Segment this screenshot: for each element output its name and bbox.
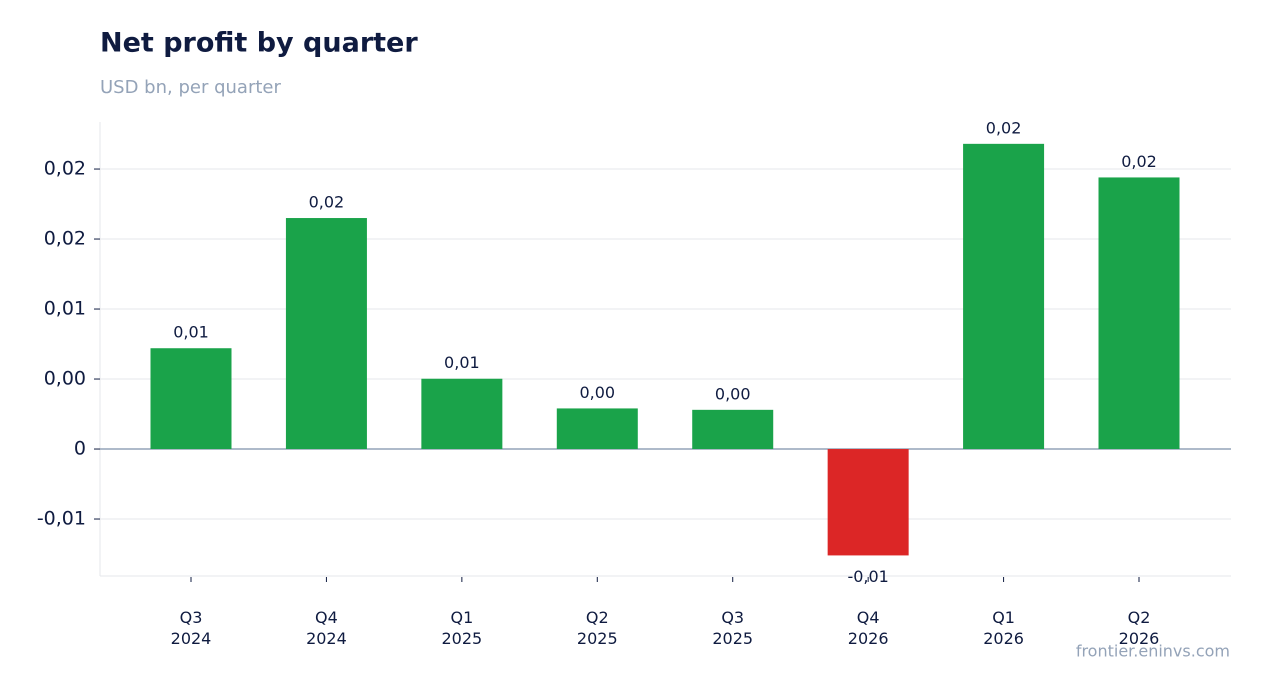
bar <box>421 378 503 450</box>
y-tick-label: 0,02 <box>44 228 86 250</box>
x-tick-label: Q3 2024 <box>171 608 212 648</box>
bar <box>963 143 1045 450</box>
x-tick-label: Q3 2025 <box>712 608 753 648</box>
x-tick-label: Q2 2026 <box>1119 608 1160 648</box>
value-label: 0,00 <box>579 383 615 402</box>
x-tick-label: Q4 2026 <box>848 608 889 648</box>
y-tick-label: 0,00 <box>44 368 86 390</box>
y-tick-label: 0,02 <box>44 158 86 180</box>
bar <box>556 408 638 450</box>
bar <box>1098 177 1180 450</box>
value-label: 0,02 <box>986 118 1022 137</box>
x-tick-label: Q2 2025 <box>577 608 618 648</box>
source: frontier.eninvs.com <box>1076 642 1230 661</box>
y-tick-label: 0 <box>74 438 86 460</box>
value-label: 0,01 <box>173 323 209 342</box>
y-tick-label: 0,01 <box>44 298 86 320</box>
bar <box>285 218 367 450</box>
value-label: 0,01 <box>444 353 480 372</box>
value-label: 0,02 <box>1121 152 1157 171</box>
bar <box>692 409 774 450</box>
chart-title: Net profit by quarter <box>100 28 418 59</box>
chart-subtitle: USD bn, per quarter <box>100 77 281 98</box>
x-tick-label: Q4 2024 <box>306 608 347 648</box>
bar <box>827 449 909 556</box>
y-tick-label: -0,01 <box>37 508 86 530</box>
bar <box>150 348 232 450</box>
value-label: 0,00 <box>715 384 751 403</box>
value-label: 0,02 <box>309 193 345 212</box>
x-tick-label: Q1 2025 <box>442 608 483 648</box>
x-tick-label: Q1 2026 <box>983 608 1024 648</box>
value-label: -0,01 <box>847 567 888 586</box>
